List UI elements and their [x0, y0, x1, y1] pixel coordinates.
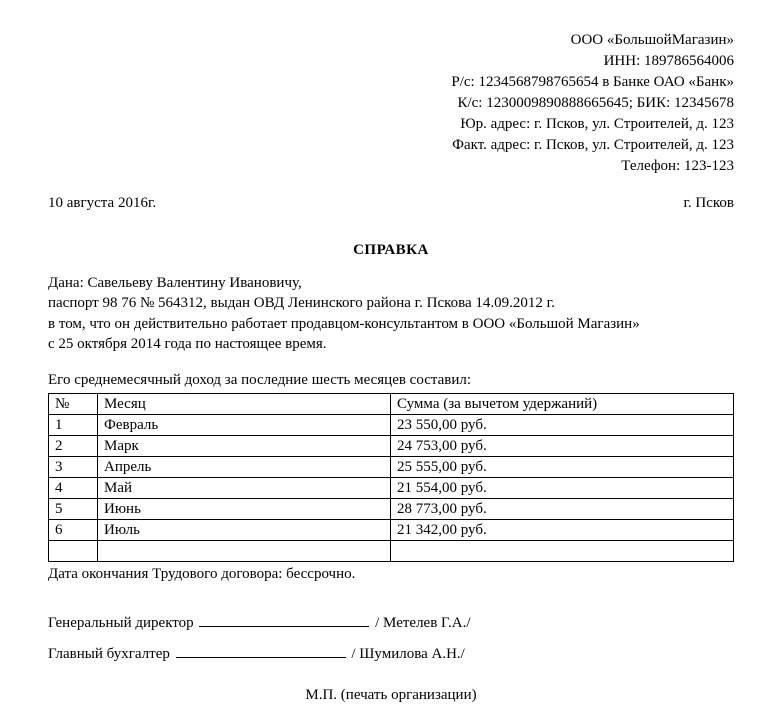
table-row: 4 Май 21 554,00 руб. — [49, 478, 734, 499]
phone-value: 123-123 — [684, 158, 734, 174]
table-body: 1 Февраль 23 550,00 руб. 2 Марк 24 753,0… — [49, 415, 734, 562]
legal-address-value: г. Псков, ул. Строителей, д. 123 — [534, 116, 734, 132]
cell-num: 3 — [49, 457, 98, 478]
cell-num: 1 — [49, 415, 98, 436]
cell-month: Июнь — [98, 499, 391, 520]
table-row: 2 Марк 24 753,00 руб. — [49, 436, 734, 457]
cell-num: 6 — [49, 520, 98, 541]
rs-label: Р/с: — [451, 74, 474, 90]
phone-line: Телефон: 123-123 — [48, 156, 734, 177]
document-title: СПРАВКА — [48, 242, 734, 259]
body-text: Дана: Савельеву Валентину Ивановичу, пас… — [48, 273, 734, 354]
legal-address-label: Юр. адрес: — [460, 116, 530, 132]
director-label: Генеральный директор — [48, 615, 194, 631]
signature-line — [199, 626, 369, 627]
table-row: 5 Июнь 28 773,00 руб. — [49, 499, 734, 520]
issue-date: 10 августа 2016г. — [48, 195, 156, 212]
cell-month: Февраль — [98, 415, 391, 436]
cell-sum: 24 753,00 руб. — [391, 436, 734, 457]
cell-month: Май — [98, 478, 391, 499]
contract-end-line: Дата окончания Трудового договора: бесср… — [48, 566, 734, 583]
phone-label: Телефон: — [621, 158, 680, 174]
fact-address-label: Факт. адрес: — [452, 137, 530, 153]
col-header-num: № — [49, 394, 98, 415]
accountant-name: / Шумилова А.Н./ — [351, 646, 464, 662]
signature-director: Генеральный директор / Метелев Г.А./ — [48, 615, 734, 632]
cell-month: Апрель — [98, 457, 391, 478]
cell-num: 4 — [49, 478, 98, 499]
col-header-sum: Сумма (за вычетом удержаний) — [391, 394, 734, 415]
inn-line: ИНН: 189786564006 — [48, 51, 734, 72]
signature-accountant: Главный бухгалтер / Шумилова А.Н./ — [48, 646, 734, 663]
cell-num: 2 — [49, 436, 98, 457]
fact-address-line: Факт. адрес: г. Псков, ул. Строителей, д… — [48, 135, 734, 156]
date-city-row: 10 августа 2016г. г. Псков — [48, 195, 734, 212]
cell-empty — [391, 541, 734, 562]
signature-line — [176, 657, 346, 658]
document-page: ООО «БольшойМагазин» ИНН: 189786564006 Р… — [0, 0, 782, 724]
table-header-row: № Месяц Сумма (за вычетом удержаний) — [49, 394, 734, 415]
table-row: 6 Июль 21 342,00 руб. — [49, 520, 734, 541]
letterhead-block: ООО «БольшойМагазин» ИНН: 189786564006 Р… — [48, 30, 734, 177]
cell-sum: 28 773,00 руб. — [391, 499, 734, 520]
ks-label: К/с: — [457, 95, 482, 111]
rs-value: 1234568798765654 в Банке ОАО «Банк» — [478, 74, 734, 90]
table-row: 3 Апрель 25 555,00 руб. — [49, 457, 734, 478]
body-line-3: в том, что он действительно работает про… — [48, 314, 734, 334]
director-name: / Метелев Г.А./ — [375, 615, 470, 631]
table-row: 1 Февраль 23 550,00 руб. — [49, 415, 734, 436]
inn-label: ИНН: — [604, 53, 641, 69]
ks-value: 1230009890888665645; БИК: 12345678 — [486, 95, 734, 111]
col-header-month: Месяц — [98, 394, 391, 415]
legal-address-line: Юр. адрес: г. Псков, ул. Строителей, д. … — [48, 114, 734, 135]
stamp-line: М.П. (печать организации) — [48, 687, 734, 704]
cell-sum: 21 554,00 руб. — [391, 478, 734, 499]
body-line-1: Дана: Савельеву Валентину Ивановичу, — [48, 273, 734, 293]
ks-line: К/с: 1230009890888665645; БИК: 12345678 — [48, 93, 734, 114]
accountant-label: Главный бухгалтер — [48, 646, 170, 662]
cell-num: 5 — [49, 499, 98, 520]
inn-value: 189786564006 — [644, 53, 734, 69]
body-line-2: паспорт 98 76 № 564312, выдан ОВД Ленинс… — [48, 293, 734, 313]
cell-sum: 25 555,00 руб. — [391, 457, 734, 478]
body-line-4: с 25 октября 2014 года по настоящее врем… — [48, 334, 734, 354]
table-row-empty — [49, 541, 734, 562]
rs-line: Р/с: 1234568798765654 в Банке ОАО «Банк» — [48, 72, 734, 93]
cell-month: Июль — [98, 520, 391, 541]
company-name: ООО «БольшойМагазин» — [48, 30, 734, 51]
income-table: № Месяц Сумма (за вычетом удержаний) 1 Ф… — [48, 393, 734, 562]
cell-sum: 21 342,00 руб. — [391, 520, 734, 541]
table-intro: Его среднемесячный доход за последние ше… — [48, 372, 734, 389]
cell-empty — [49, 541, 98, 562]
cell-month: Марк — [98, 436, 391, 457]
fact-address-value: г. Псков, ул. Строителей, д. 123 — [534, 137, 734, 153]
cell-empty — [98, 541, 391, 562]
cell-sum: 23 550,00 руб. — [391, 415, 734, 436]
issue-city: г. Псков — [683, 195, 734, 212]
